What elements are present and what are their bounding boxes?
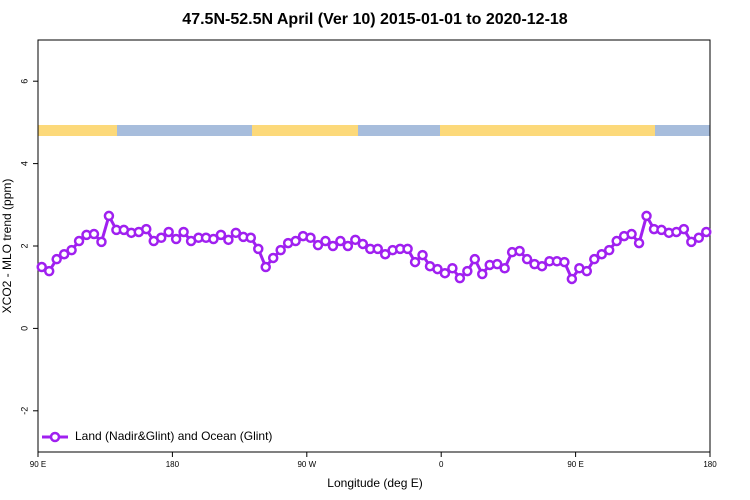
ocean-strip bbox=[358, 125, 440, 136]
data-point bbox=[290, 235, 301, 247]
land-strip bbox=[38, 125, 117, 136]
data-point bbox=[454, 272, 466, 284]
y-tick-label: 6 bbox=[19, 79, 29, 84]
data-point bbox=[312, 239, 324, 251]
data-point bbox=[96, 236, 107, 248]
x-tick-label: 90 W bbox=[297, 460, 316, 469]
data-point bbox=[372, 243, 383, 255]
data-point bbox=[596, 248, 607, 260]
data-point bbox=[589, 253, 600, 265]
data-point bbox=[641, 210, 652, 222]
data-point bbox=[342, 240, 354, 252]
y-tick-label: 4 bbox=[19, 161, 29, 166]
land-strip bbox=[252, 125, 358, 136]
data-point bbox=[267, 252, 279, 264]
data-point bbox=[260, 261, 271, 273]
data-point bbox=[215, 229, 227, 241]
data-point bbox=[58, 248, 70, 260]
legend-label: Land (Nadir&Glint) and Ocean (Glint) bbox=[75, 429, 272, 443]
data-point bbox=[581, 265, 593, 277]
y-tick-label: 2 bbox=[19, 243, 29, 248]
data-point bbox=[693, 232, 705, 244]
data-point bbox=[103, 210, 115, 222]
data-point bbox=[320, 235, 331, 247]
y-tick-label: -2 bbox=[19, 407, 29, 415]
data-point bbox=[686, 236, 697, 248]
data-point bbox=[357, 238, 369, 250]
data-point bbox=[223, 234, 234, 246]
data-point bbox=[402, 243, 413, 255]
land-ocean-strip bbox=[38, 125, 710, 136]
data-point bbox=[43, 265, 55, 277]
chart-title: 47.5N-52.5N April (Ver 10) 2015-01-01 to… bbox=[182, 11, 568, 28]
x-tick-label: 90 E bbox=[567, 460, 583, 469]
data-point bbox=[275, 244, 286, 256]
data-point bbox=[66, 244, 77, 256]
x-tick-label: 90 E bbox=[30, 460, 46, 469]
y-axis-label: XCO2 - MLO trend (ppm) bbox=[0, 179, 14, 314]
data-point bbox=[701, 226, 712, 238]
data-point bbox=[633, 237, 645, 249]
data-point bbox=[379, 248, 391, 260]
data-point bbox=[491, 258, 503, 270]
legend-marker bbox=[49, 431, 61, 443]
data-point bbox=[141, 223, 152, 235]
data-point bbox=[155, 232, 167, 244]
data-point bbox=[521, 253, 533, 265]
y-tick-label: 0 bbox=[19, 326, 29, 331]
data-point bbox=[88, 228, 100, 240]
x-tick-label: 0 bbox=[439, 460, 444, 469]
data-point bbox=[469, 253, 481, 265]
data-point bbox=[178, 226, 189, 238]
data-point bbox=[626, 228, 637, 240]
data-point bbox=[163, 226, 174, 238]
ocean-strip bbox=[655, 125, 710, 136]
land-strip bbox=[440, 125, 655, 136]
data-point bbox=[350, 234, 361, 246]
data-point bbox=[477, 268, 488, 280]
data-point bbox=[432, 263, 443, 275]
data-point bbox=[208, 233, 219, 245]
x-tick-label: 180 bbox=[166, 460, 180, 469]
data-point bbox=[536, 260, 548, 272]
data-point bbox=[170, 233, 182, 245]
data-point bbox=[73, 235, 85, 247]
data-point bbox=[603, 244, 615, 256]
x-tick-label: 180 bbox=[703, 460, 717, 469]
data-point bbox=[499, 262, 510, 274]
data-point bbox=[514, 245, 525, 257]
data-point bbox=[335, 235, 346, 247]
data-point bbox=[36, 261, 47, 273]
ocean-strip bbox=[117, 125, 252, 136]
data-point bbox=[678, 223, 690, 235]
data-point bbox=[611, 235, 622, 247]
legend: Land (Nadir&Glint) and Ocean (Glint) bbox=[42, 429, 272, 443]
data-point bbox=[253, 243, 264, 255]
data-point bbox=[51, 253, 62, 265]
x-axis-label: Longitude (deg E) bbox=[327, 476, 422, 490]
data-point bbox=[230, 227, 242, 239]
data-point bbox=[447, 262, 458, 274]
data-point bbox=[305, 232, 316, 244]
data-point bbox=[462, 265, 473, 277]
data-point bbox=[559, 256, 570, 268]
data-point bbox=[327, 240, 339, 252]
data-point bbox=[439, 267, 451, 279]
data-point bbox=[566, 273, 578, 285]
data-point bbox=[417, 249, 428, 261]
data-point bbox=[245, 232, 257, 244]
data-point bbox=[409, 256, 421, 268]
